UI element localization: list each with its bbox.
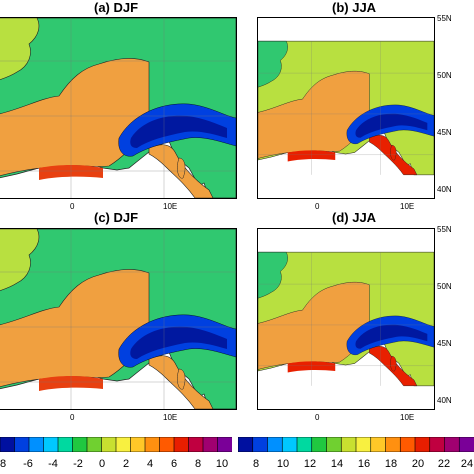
lat-tick-40-b: 40N bbox=[437, 185, 452, 194]
colorbar-djf bbox=[0, 437, 232, 452]
lat-tick-50-d: 50N bbox=[437, 282, 452, 291]
cbar-jja-label-3: 12 bbox=[303, 458, 317, 470]
colorbar-jja-swatch bbox=[281, 437, 298, 452]
cbar-djf-label-1: 8 bbox=[0, 458, 7, 470]
lon-tick-10e-c: 10E bbox=[163, 413, 178, 422]
colorbar-djf-swatch bbox=[14, 437, 30, 452]
uk-region bbox=[0, 229, 40, 291]
colorbar-djf-swatch bbox=[28, 437, 45, 452]
colorbar-djf-swatch bbox=[115, 437, 132, 452]
lat-tick-40-d: 40N bbox=[437, 396, 452, 405]
lat-tick-55-b: 55N bbox=[437, 14, 452, 23]
colorbar-djf-swatch bbox=[0, 437, 16, 452]
uk-region bbox=[258, 251, 288, 299]
colorbar-djf-swatch bbox=[188, 437, 204, 452]
alps-core bbox=[130, 115, 227, 148]
lon-tick-0-a: 0 bbox=[70, 202, 75, 211]
lon-tick-10e-a: 10E bbox=[163, 202, 178, 211]
cbar-djf-label-9: 8 bbox=[194, 458, 202, 470]
cbar-djf-label-2: -6 bbox=[23, 458, 33, 470]
colorbar-djf-swatch bbox=[173, 437, 190, 452]
lon-tick-10e-d: 10E bbox=[400, 413, 415, 422]
cbar-djf-label-8: 6 bbox=[170, 458, 178, 470]
colorbar-djf-swatch bbox=[57, 437, 74, 452]
cbar-djf-label-3: -4 bbox=[48, 458, 58, 470]
colorbar-djf-swatch bbox=[101, 437, 117, 452]
lon-tick-10e-b: 10E bbox=[400, 202, 415, 211]
cbar-jja-label-2: 10 bbox=[276, 458, 290, 470]
lat-tick-55-d: 55N bbox=[437, 225, 452, 234]
map-panel-a bbox=[0, 17, 237, 199]
cbar-jja-label-6: 18 bbox=[384, 458, 398, 470]
colorbar-jja-swatch bbox=[311, 437, 328, 452]
colorbar-jja-swatch bbox=[429, 437, 446, 452]
colorbar-djf-swatch bbox=[43, 437, 59, 452]
cbar-jja-label-1: 8 bbox=[252, 458, 260, 470]
colorbar-jja-swatch bbox=[267, 437, 284, 452]
lon-tick-0-d: 0 bbox=[315, 413, 320, 422]
alps-core bbox=[130, 326, 227, 359]
colorbar-jja-swatch bbox=[252, 437, 269, 452]
alps-core bbox=[355, 324, 428, 349]
cbar-jja-label-9: 24 bbox=[460, 458, 474, 470]
cbar-jja-label-8: 22 bbox=[437, 458, 451, 470]
colorbar-jja-swatch bbox=[414, 437, 431, 452]
map-panel-b bbox=[257, 17, 435, 199]
alps-core bbox=[355, 113, 428, 138]
colorbar-jja-swatch bbox=[385, 437, 402, 452]
corsica-island bbox=[177, 157, 186, 179]
lat-tick-45-b: 45N bbox=[437, 128, 452, 137]
colorbar-jja-swatch bbox=[444, 437, 461, 452]
cbar-jja-label-5: 16 bbox=[357, 458, 371, 470]
colorbar-djf-swatch bbox=[159, 437, 175, 452]
corsica-island bbox=[177, 368, 186, 390]
colorbar-djf-swatch bbox=[202, 437, 219, 452]
uk-region bbox=[258, 40, 288, 88]
lat-tick-45-d: 45N bbox=[437, 339, 452, 348]
colorbar-jja-swatch bbox=[458, 437, 474, 452]
colorbar-djf-swatch bbox=[72, 437, 88, 452]
panel-title-a: (a) DJF bbox=[94, 0, 139, 15]
cbar-jja-label-4: 14 bbox=[330, 458, 344, 470]
map-panel-c bbox=[0, 228, 237, 410]
colorbar-jja-swatch bbox=[326, 437, 343, 452]
uk-region bbox=[0, 18, 40, 80]
colorbar-djf-swatch bbox=[217, 437, 232, 452]
colorbar-jja-swatch bbox=[296, 437, 313, 452]
lat-tick-50-b: 50N bbox=[437, 71, 452, 80]
colorbar-djf-swatch bbox=[86, 437, 103, 452]
cbar-djf-label-4: -2 bbox=[73, 458, 83, 470]
cbar-djf-label-7: 4 bbox=[146, 458, 154, 470]
panel-title-c: (c) DJF bbox=[94, 210, 139, 225]
colorbar-jja-swatch bbox=[355, 437, 372, 452]
colorbar-djf-swatch bbox=[144, 437, 161, 452]
colorbar-jja-swatch bbox=[238, 437, 254, 452]
corsica-island bbox=[390, 355, 397, 372]
colorbar-jja-swatch bbox=[340, 437, 357, 452]
colorbar-jja-swatch bbox=[370, 437, 387, 452]
lon-tick-0-b: 0 bbox=[315, 202, 320, 211]
map-panel-d bbox=[257, 228, 435, 410]
cbar-djf-label-6: 2 bbox=[122, 458, 130, 470]
cbar-djf-label-10: 10 bbox=[215, 458, 229, 470]
colorbar-djf-swatch bbox=[130, 437, 146, 452]
panel-title-b: (b) JJA bbox=[332, 0, 377, 15]
cbar-jja-label-7: 20 bbox=[411, 458, 425, 470]
cbar-djf-label-5: 0 bbox=[98, 458, 106, 470]
corsica-island bbox=[390, 144, 397, 161]
lon-tick-0-c: 0 bbox=[70, 413, 75, 422]
panel-title-d: (d) JJA bbox=[332, 210, 377, 225]
colorbar-jja bbox=[238, 437, 474, 452]
colorbar-jja-swatch bbox=[399, 437, 416, 452]
